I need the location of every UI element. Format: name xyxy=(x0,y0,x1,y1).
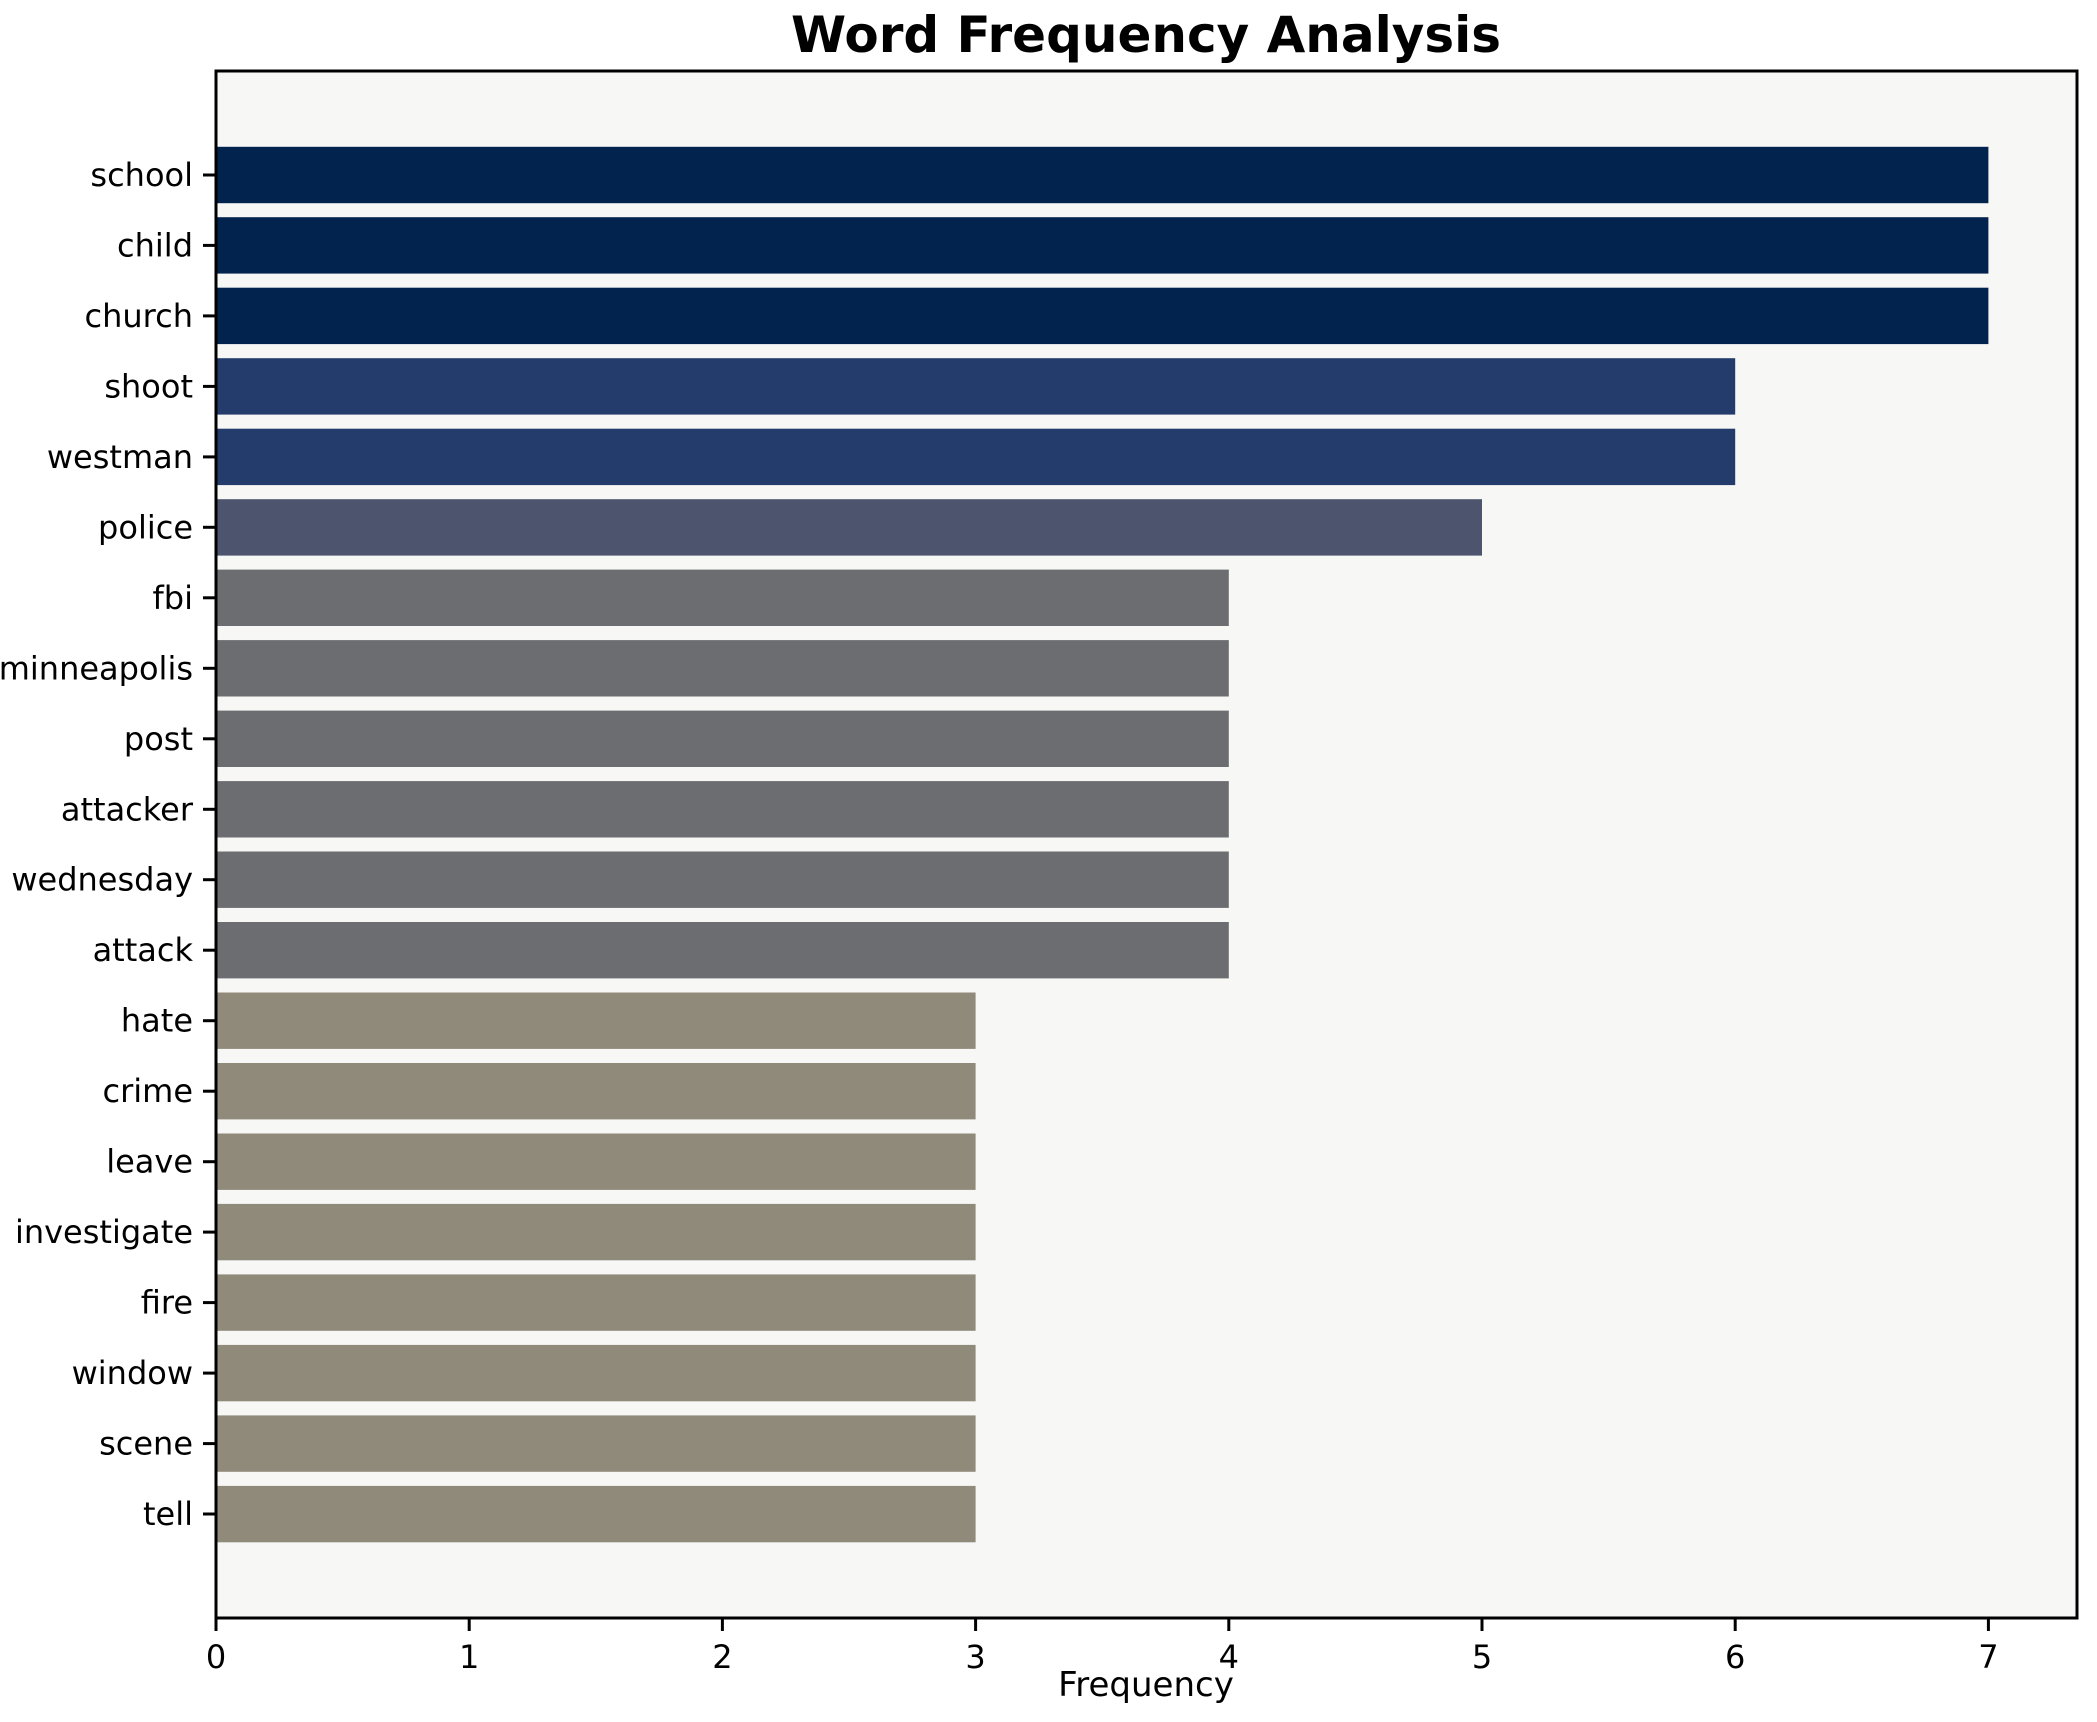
bar-investigate xyxy=(216,1203,976,1261)
ytick-label-fire: fire xyxy=(141,1284,193,1322)
bar-police xyxy=(216,499,1482,556)
bar-fire xyxy=(216,1274,976,1331)
bar-post xyxy=(216,710,1229,767)
ytick-label-police: police xyxy=(98,508,193,546)
ytick-label-westman: westman xyxy=(47,438,193,476)
bar-scene xyxy=(216,1415,976,1472)
xtick-label-1: 1 xyxy=(459,1638,479,1676)
bar-window xyxy=(216,1344,976,1402)
chart-title: Word Frequency Analysis xyxy=(791,6,1501,64)
bar-church xyxy=(216,287,1989,345)
ytick-label-wednesday: wednesday xyxy=(11,861,193,899)
xtick-label-3: 3 xyxy=(965,1638,985,1676)
ytick-label-scene: scene xyxy=(99,1425,193,1463)
bar-attacker xyxy=(216,781,1229,838)
ytick-label-investigate: investigate xyxy=(15,1213,193,1251)
xtick-label-2: 2 xyxy=(712,1638,732,1676)
ytick-label-attack: attack xyxy=(93,931,194,969)
plot-border-spines xyxy=(214,69,2079,1620)
bar-leave xyxy=(216,1133,976,1190)
ytick-label-school: school xyxy=(90,156,193,194)
xtick-label-6: 6 xyxy=(1725,1638,1745,1676)
ytick-label-hate: hate xyxy=(121,1002,193,1040)
xtick-label-5: 5 xyxy=(1472,1638,1492,1676)
ytick-label-post: post xyxy=(124,720,193,758)
ytick-label-leave: leave xyxy=(106,1143,193,1181)
ytick-label-child: child xyxy=(117,226,193,264)
ytick-label-crime: crime xyxy=(103,1072,194,1110)
xtick-label-7: 7 xyxy=(1978,1638,1998,1676)
bar-attack xyxy=(216,922,1229,979)
ytick-label-minneapolis: minneapolis xyxy=(0,649,193,687)
bar-crime xyxy=(216,1063,976,1120)
bar-westman xyxy=(216,428,1736,486)
bar-hate xyxy=(216,992,976,1049)
ytick-label-tell: tell xyxy=(143,1495,193,1533)
bar-tell xyxy=(216,1485,976,1543)
ytick-label-attacker: attacker xyxy=(61,790,194,828)
xtick-label-4: 4 xyxy=(1219,1638,1239,1676)
ytick-label-window: window xyxy=(72,1354,193,1392)
bar-shoot xyxy=(216,358,1736,415)
bar-fbi xyxy=(216,569,1229,626)
bar-child xyxy=(216,217,1989,274)
ytick-label-church: church xyxy=(85,297,193,335)
x-axis-label: Frequency xyxy=(1058,1665,1234,1705)
xtick-label-0: 0 xyxy=(206,1638,226,1676)
ytick-label-shoot: shoot xyxy=(104,367,193,405)
bar-school xyxy=(216,146,1989,204)
x-axis-ticks: 0 1 2 3 4 5 6 7 xyxy=(206,1618,1999,1676)
ytick-label-fbi: fbi xyxy=(153,579,193,617)
bar-wednesday xyxy=(216,851,1229,908)
bar-minneapolis xyxy=(216,640,1229,697)
y-axis-ticks: school child church shoot westman police fbi mi… xyxy=(0,156,216,1533)
bars-group xyxy=(216,146,1989,1543)
